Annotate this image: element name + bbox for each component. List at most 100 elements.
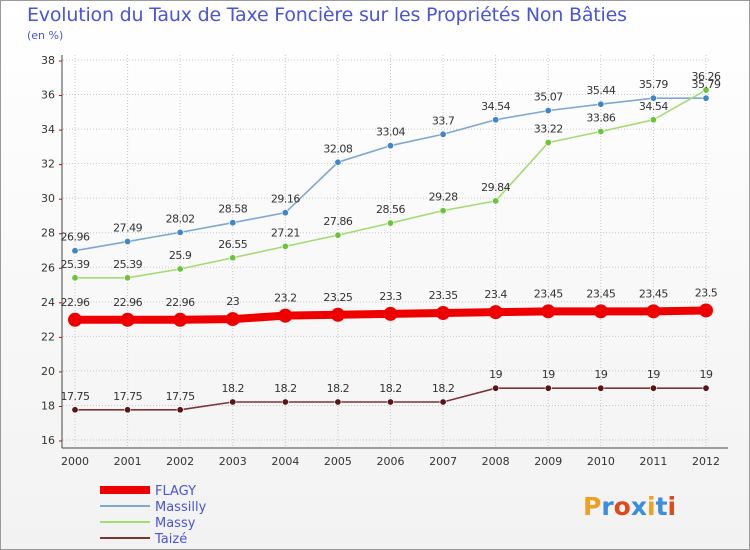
data-point-massy: [439, 207, 447, 215]
data-point-taizé: [386, 398, 394, 406]
data-point-massilly: [597, 100, 605, 108]
data-label: 36.26: [692, 70, 721, 83]
data-label: 27.49: [113, 222, 142, 235]
data-label: 33.04: [376, 126, 405, 139]
data-label: 18.2: [432, 382, 455, 395]
y-tick-label: 36: [41, 89, 55, 102]
x-tick-label: 2008: [482, 455, 510, 468]
data-point-massy: [229, 254, 237, 262]
data-point-flagy: [699, 303, 713, 318]
data-point-massilly: [544, 107, 552, 115]
data-label: 35.79: [639, 78, 668, 91]
y-tick-label: 38: [41, 54, 55, 67]
y-tick-label: 22: [41, 330, 55, 343]
logo-letter: i: [647, 492, 656, 521]
data-point-flagy: [488, 305, 503, 320]
data-label: 26.96: [61, 231, 90, 244]
data-label: 19: [489, 368, 502, 381]
logo-letter: P: [583, 492, 602, 521]
data-point-massy: [176, 265, 184, 273]
data-label: 18.2: [274, 382, 297, 395]
data-label: 18.2: [379, 382, 402, 395]
data-point-massilly: [334, 158, 342, 166]
axes: 16 18 20 22 24 26 28 30 32 34 36 38 2000 2001 2002 2003…: [41, 54, 728, 468]
data-label: 23.5: [695, 286, 718, 299]
data-point-massy: [597, 128, 605, 136]
legend-label: Massy: [155, 516, 196, 531]
data-label: 18.2: [222, 382, 245, 395]
y-tick-label: 26: [41, 261, 55, 274]
x-tick-label: 2004: [271, 455, 299, 468]
data-point-taizé: [229, 398, 237, 406]
data-point-flagy: [541, 304, 556, 319]
data-point-taizé: [334, 398, 342, 406]
data-label: 28.58: [218, 203, 247, 216]
data-label: 23.3: [379, 290, 402, 303]
data-label: 35.79: [692, 78, 721, 91]
x-tick-label: 2007: [429, 455, 457, 468]
data-label: 19: [594, 368, 607, 381]
data-label: 25.39: [61, 258, 90, 271]
data-point-massilly: [281, 209, 289, 217]
data-point-massilly: [649, 94, 657, 102]
x-tick-label: 2006: [377, 455, 405, 468]
proxiti-logo: Proxiti: [583, 492, 676, 521]
data-label: 22.96: [61, 296, 90, 309]
data-label: 29.28: [429, 191, 458, 204]
data-label: 23.25: [323, 291, 352, 304]
logo-letter: r: [601, 492, 614, 521]
data-label: 23.35: [429, 289, 458, 302]
data-point-massy: [71, 274, 79, 282]
data-point-massy: [544, 139, 552, 147]
data-point-taizé: [281, 398, 289, 406]
data-point-taizé: [176, 406, 184, 414]
data-point-taizé: [649, 384, 657, 392]
data-point-taizé: [702, 384, 710, 392]
data-label: 22.96: [166, 296, 195, 309]
data-point-massy: [334, 231, 342, 239]
data-point-massy: [492, 197, 500, 205]
data-label: 19: [542, 368, 555, 381]
data-point-flagy: [278, 308, 293, 323]
data-label: 17.75: [166, 390, 195, 403]
data-point-massy: [124, 274, 132, 282]
data-series: [68, 86, 713, 414]
y-tick-label: 20: [41, 365, 55, 378]
data-labels: 22.96 22.96 22.96 23 23.2 23.25 23.3 23.35 23.4 2…: [61, 70, 722, 403]
data-point-massilly: [124, 238, 132, 246]
data-point-massilly: [176, 228, 184, 236]
data-point-taizé: [439, 398, 447, 406]
data-point-flagy: [68, 312, 82, 327]
data-point-flagy: [120, 312, 135, 327]
data-label: 32.08: [323, 142, 352, 155]
data-point-taizé: [544, 384, 552, 392]
data-point-taizé: [597, 384, 605, 392]
data-label: 19: [700, 368, 713, 381]
data-label: 23.45: [639, 287, 668, 300]
x-tick-label: 2001: [114, 455, 142, 468]
data-point-massilly: [71, 247, 79, 255]
x-tick-label: 2011: [639, 455, 667, 468]
data-label: 17.75: [113, 390, 142, 403]
data-label: 25.39: [113, 258, 142, 271]
x-tick-label: 2009: [534, 455, 562, 468]
data-label: 33.86: [586, 112, 615, 125]
data-label: 23.45: [534, 287, 563, 300]
logo-letter: x: [630, 492, 647, 521]
data-point-massy: [386, 219, 394, 227]
y-tick-label: 24: [41, 296, 55, 309]
y-tick-label: 28: [41, 227, 55, 240]
data-label: 23.2: [274, 292, 297, 305]
data-label: 35.44: [586, 84, 615, 97]
data-label: 23.45: [586, 287, 615, 300]
data-point-massy: [702, 86, 710, 94]
data-point-massilly: [229, 219, 237, 227]
data-point-massy: [649, 116, 657, 124]
data-label: 25.9: [169, 249, 192, 262]
data-label: 22.96: [113, 296, 142, 309]
data-label: 23: [226, 295, 239, 308]
legend-label: Taizé: [154, 532, 187, 547]
